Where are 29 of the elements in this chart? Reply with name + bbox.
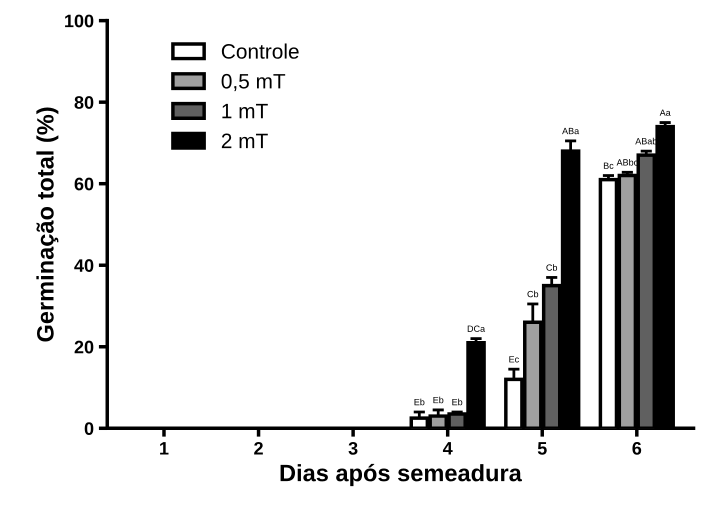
data-label: Cb: [546, 264, 558, 271]
legend-label: 0,5 mT: [222, 74, 286, 92]
x-axis-title: Dias após semeadura: [280, 464, 522, 486]
y-tick-label: 40: [74, 259, 94, 272]
data-label: Ec: [509, 356, 519, 362]
y-tick-label: 80: [74, 96, 94, 109]
data-label: Eb: [414, 398, 424, 406]
data-label: Bc: [604, 162, 614, 169]
x-tick-label: 3: [348, 442, 358, 455]
y-axis-title: Germinação total (%): [36, 108, 58, 342]
x-tick-label: 1: [160, 442, 169, 455]
data-label: ABa: [562, 128, 580, 134]
legend-label: 2 mT: [222, 134, 268, 148]
x-tick-label: 4: [442, 442, 453, 455]
x-tick-label: 5: [538, 442, 547, 455]
y-tick-label: 60: [74, 178, 94, 190]
data-label: Aa: [660, 110, 671, 116]
legend-label: 1 mT: [222, 104, 268, 118]
x-tick-label: 2: [254, 442, 263, 455]
data-label: Cb: [527, 290, 538, 298]
y-tick-label: 20: [74, 340, 94, 354]
y-tick-label: 100: [65, 14, 94, 28]
data-label: DCa: [468, 326, 486, 332]
x-tick-label: 6: [632, 442, 642, 455]
legend-label: Controle: [222, 43, 299, 59]
y-tick-label: 0: [84, 422, 94, 435]
data-label: Eb: [452, 398, 462, 406]
data-label: ABbc: [616, 158, 638, 166]
data-label: Eb: [433, 396, 444, 404]
